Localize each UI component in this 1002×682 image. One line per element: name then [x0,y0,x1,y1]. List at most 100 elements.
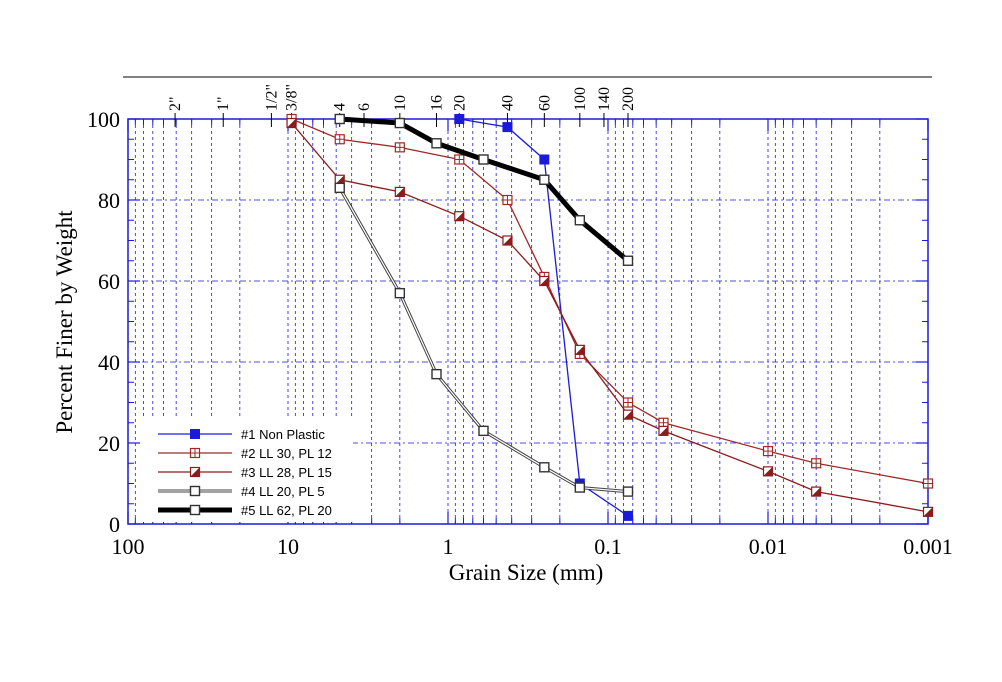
data-point [454,114,465,124]
sieve-label: 4 [332,103,349,111]
sieve-label: 10 [392,95,409,111]
marker-half-fill [763,466,773,476]
sieve-label: 1/2" [263,84,280,111]
sieve-label: 140 [596,87,613,111]
data-point [574,482,586,493]
marker-half-fill [811,487,821,497]
data-point [334,134,345,145]
series-line [291,118,929,485]
data-point [431,138,442,149]
legend-marker [189,466,201,478]
marker-shape [574,215,586,226]
sieve-label: 20 [451,95,468,111]
y-tick-label: 40 [98,350,120,375]
legend-marker [189,504,201,516]
data-point [762,446,774,457]
marker-shape [539,462,550,473]
marker-half-fill [539,276,549,286]
legend-label: #5 LL 62, PL 20 [241,503,332,518]
x-axis-ticks: 100 10 1 0.1 0.01 0.001 [112,534,953,559]
marker-shape [189,485,201,497]
data-point [286,117,297,129]
data-point [334,113,345,125]
sieve-label: 1" [215,96,232,111]
data-series [286,113,934,521]
data-point [394,142,405,153]
x-tick-label: 0.001 [903,534,953,559]
legend-label: #4 LL 20, PL 5 [241,484,325,499]
sieve-label: 40 [499,95,516,111]
data-point [454,211,465,222]
marker-half-fill [190,467,200,477]
data-point [539,462,550,473]
y-tick-label: 0 [109,512,120,537]
legend-label: #2 LL 30, PL 12 [241,446,332,461]
x-tick-label: 0.1 [594,534,622,559]
data-point [502,235,513,246]
sieve-label: 100 [572,87,589,111]
data-point [762,466,774,477]
y-tick-label: 20 [98,431,120,456]
y-tick-label: 100 [87,107,120,132]
data-point [454,154,465,165]
marker-half-fill [623,410,633,420]
marker-shape [478,154,489,165]
sieve-label: 6 [356,103,373,111]
data-point [334,182,345,194]
data-point [622,409,634,420]
marker-shape [622,510,633,521]
y-axis-title: Percent Finer by Weight [52,210,77,434]
sieve-label: 60 [536,95,553,111]
data-point [811,486,822,497]
series-2 [286,113,934,489]
marker-half-fill [502,236,512,245]
data-point [431,368,442,380]
y-axis-ticks: 0 20 40 60 80 100 [87,107,120,537]
marker-shape [478,425,489,437]
data-point [811,458,822,469]
marker-shape [502,122,513,133]
sieve-label: 16 [428,95,445,111]
legend: #1 Non Plastic #2 LL 30, PL 12 #3 LL 28, P… [141,417,353,522]
marker-half-fill [923,507,933,517]
data-point [622,486,634,497]
series-3 [286,117,934,517]
marker-half-fill [658,426,668,436]
data-point [478,154,489,165]
marker-shape [622,486,634,497]
y-tick-label: 80 [98,188,120,213]
marker-half-fill [575,345,585,355]
marker-shape [431,138,442,149]
data-point [478,425,489,437]
series-5 [334,113,634,266]
marker-shape [454,114,465,124]
data-point [394,186,405,197]
marker-half-fill [335,175,345,185]
legend-marker [190,429,200,439]
sieve-label: 3/8" [284,84,301,111]
x-tick-label: 10 [277,534,299,559]
x-tick-label: 0.01 [749,534,788,559]
marker-shape [394,287,406,299]
data-point [922,506,934,517]
data-point [574,215,586,226]
marker-half-fill [287,118,297,128]
legend-marker [189,485,201,497]
marker-shape [539,174,550,185]
sieve-label: 2" [167,96,184,111]
data-point [539,174,550,185]
marker-shape [190,429,200,439]
marker-shape [334,113,345,125]
data-point [622,255,634,266]
marker-shape [622,255,634,266]
marker-shape [394,117,406,129]
marker-shape [539,154,550,165]
y-tick-label: 60 [98,269,120,294]
plot-frame [127,118,929,525]
x-tick-label: 100 [112,534,145,559]
marker-shape [189,504,201,516]
data-point [622,510,633,521]
marker-shape [334,182,345,194]
marker-half-fill [454,211,464,221]
data-point [394,117,406,129]
